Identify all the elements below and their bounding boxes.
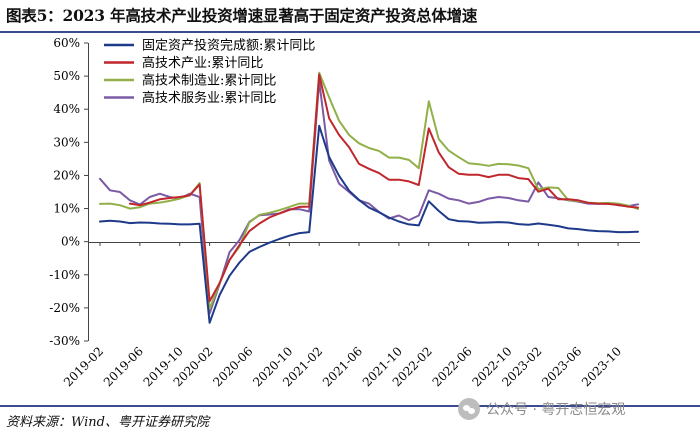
legend-label: 高技术制造业:累计同比 xyxy=(142,73,276,89)
x-tick-label: 2021-06 xyxy=(320,344,365,389)
y-tick-label: 0% xyxy=(61,235,80,249)
series-line-0 xyxy=(99,124,639,324)
y-tick-label: 30% xyxy=(53,135,80,149)
y-tick-label: 40% xyxy=(53,102,80,116)
title-divider xyxy=(0,31,700,33)
y-tick-label: -10% xyxy=(49,268,80,282)
legend: 固定资产投资完成额:累计同比高技术产业:累计同比高技术制造业:累计同比高技术服务… xyxy=(104,38,315,106)
series-line-2 xyxy=(99,71,639,310)
y-tick-label: 10% xyxy=(53,202,80,216)
series-line-1 xyxy=(128,73,639,303)
series-line-3 xyxy=(99,80,639,315)
legend-label: 高技术产业:累计同比 xyxy=(142,55,263,71)
x-tick-label: 2019-06 xyxy=(101,344,146,389)
y-tick-label: 50% xyxy=(53,69,80,83)
y-tick-label: -20% xyxy=(49,301,80,315)
series-layer xyxy=(99,71,639,324)
legend-label: 固定资产投资完成额:累计同比 xyxy=(142,38,315,54)
chart-title: 图表5：2023 年高技术产业投资增速显著高于固定资产投资总体增速 xyxy=(6,6,478,25)
legend-label: 高技术服务业:累计同比 xyxy=(142,90,276,106)
y-tick-label: -30% xyxy=(49,334,80,348)
watermark-text: 公众号 · 粤开志恒宏观 xyxy=(486,402,626,418)
chart-axes: -30%-20%-10%0%10%20%30%40%50%60%2019-022… xyxy=(49,36,640,389)
y-tick-label: 60% xyxy=(53,36,80,50)
source-divider xyxy=(0,405,700,407)
x-tick-label: 2019-02 xyxy=(61,344,106,389)
y-tick-label: 20% xyxy=(53,168,80,182)
x-tick-label: 2023-10 xyxy=(579,344,624,389)
x-tick-label: 2023-06 xyxy=(539,344,584,389)
x-tick-label: 2020-06 xyxy=(210,344,255,389)
watermark: 公众号 · 粤开志恒宏观 xyxy=(458,398,625,420)
line-chart: -30%-20%-10%0%10%20%30%40%50%60%2019-022… xyxy=(49,36,640,389)
source-note: 资料来源：Wind、粤开证券研究院 xyxy=(6,415,209,430)
wechat-logo-icon xyxy=(458,398,480,420)
x-tick-label: 2022-06 xyxy=(430,344,475,389)
